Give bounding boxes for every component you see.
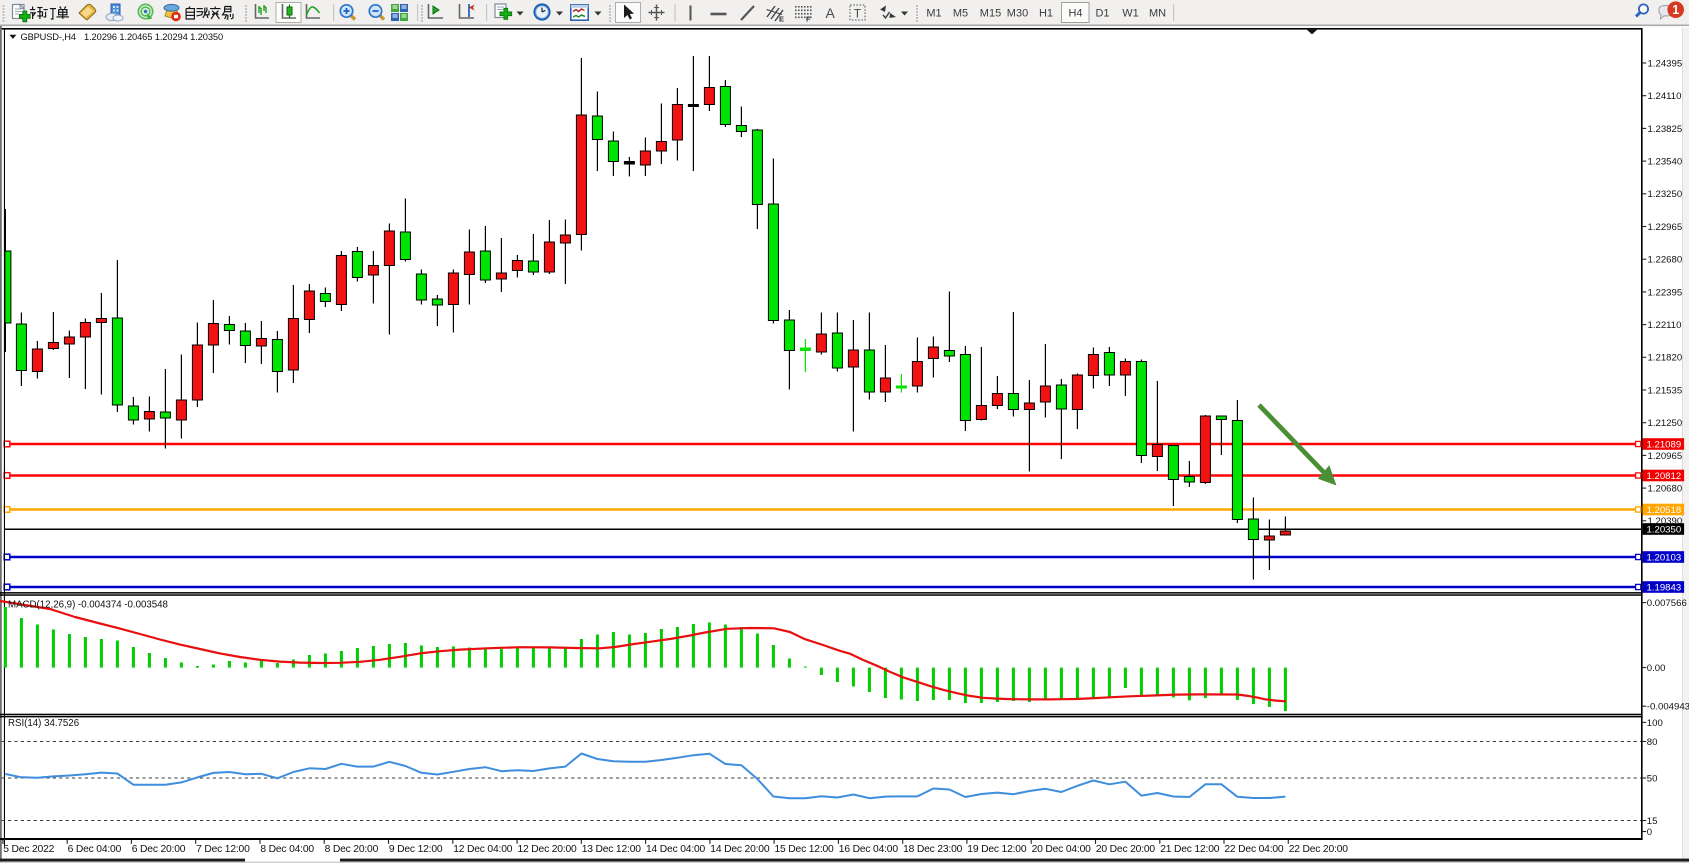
svg-text:1.20296 1.20465 1.20294 1.2035: 1.20296 1.20465 1.20294 1.20350 xyxy=(84,32,223,42)
svg-text:1.20812: 1.20812 xyxy=(1647,471,1682,482)
svg-text:1.21535: 1.21535 xyxy=(1648,385,1683,396)
svg-text:W1: W1 xyxy=(1122,8,1139,20)
svg-text:6 Dec 04:00: 6 Dec 04:00 xyxy=(68,844,122,855)
svg-text:H1: H1 xyxy=(1039,8,1053,20)
svg-text:1.20103: 1.20103 xyxy=(1647,553,1682,564)
svg-text:20 Dec 04:00: 20 Dec 04:00 xyxy=(1032,844,1092,855)
svg-text:1.20680: 1.20680 xyxy=(1648,484,1683,495)
svg-text:F: F xyxy=(806,15,811,24)
svg-text:18 Dec 23:00: 18 Dec 23:00 xyxy=(903,844,963,855)
svg-text:1.23825: 1.23825 xyxy=(1648,124,1683,135)
svg-text:GBPUSD-,H4: GBPUSD-,H4 xyxy=(21,32,76,42)
svg-text:0: 0 xyxy=(1647,827,1652,838)
svg-text:MN: MN xyxy=(1149,8,1166,20)
svg-text:0.007566: 0.007566 xyxy=(1647,598,1687,609)
svg-text:T: T xyxy=(854,6,862,20)
svg-text:20 Dec 20:00: 20 Dec 20:00 xyxy=(1096,844,1156,855)
svg-text:1.24110: 1.24110 xyxy=(1648,91,1682,102)
svg-text:1.22395: 1.22395 xyxy=(1648,287,1683,298)
svg-text:7 Dec 12:00: 7 Dec 12:00 xyxy=(196,844,250,855)
svg-text:E: E xyxy=(779,15,784,24)
svg-text:50: 50 xyxy=(1647,773,1658,784)
svg-text:RSI(14) 34.7526: RSI(14) 34.7526 xyxy=(8,718,79,729)
svg-text:1.21089: 1.21089 xyxy=(1647,440,1682,451)
svg-text:8 Dec 20:00: 8 Dec 20:00 xyxy=(325,844,379,855)
svg-text:12 Dec 04:00: 12 Dec 04:00 xyxy=(453,844,513,855)
svg-text:21 Dec 12:00: 21 Dec 12:00 xyxy=(1160,844,1220,855)
svg-text:D1: D1 xyxy=(1095,8,1109,20)
svg-text:1.22110: 1.22110 xyxy=(1648,320,1682,331)
svg-text:80: 80 xyxy=(1647,737,1658,748)
svg-text:1.22965: 1.22965 xyxy=(1648,222,1683,233)
svg-text:A: A xyxy=(826,5,836,21)
svg-text:6 Dec 20:00: 6 Dec 20:00 xyxy=(132,844,186,855)
svg-text:H4: H4 xyxy=(1068,8,1082,20)
svg-text:15 Dec 12:00: 15 Dec 12:00 xyxy=(775,844,835,855)
svg-text:1.21820: 1.21820 xyxy=(1648,353,1683,364)
svg-text:8 Dec 04:00: 8 Dec 04:00 xyxy=(260,844,314,855)
svg-text:1.20965: 1.20965 xyxy=(1648,451,1683,462)
svg-text:1.23250: 1.23250 xyxy=(1648,189,1683,200)
svg-text:-0.004943: -0.004943 xyxy=(1647,702,1689,713)
svg-text:0.00: 0.00 xyxy=(1647,663,1666,674)
svg-text:14 Dec 04:00: 14 Dec 04:00 xyxy=(646,844,706,855)
svg-text:1.21250: 1.21250 xyxy=(1648,418,1683,429)
svg-text:1.20390: 1.20390 xyxy=(1648,516,1683,527)
svg-text:M30: M30 xyxy=(1007,8,1028,20)
svg-text:5 Dec 2022: 5 Dec 2022 xyxy=(3,844,54,855)
svg-text:MACD(12,26,9) -0.004374 -0.003: MACD(12,26,9) -0.004374 -0.003548 xyxy=(8,600,168,611)
svg-text:M15: M15 xyxy=(980,8,1001,20)
svg-text:22 Dec 04:00: 22 Dec 04:00 xyxy=(1224,844,1284,855)
svg-text:13 Dec 12:00: 13 Dec 12:00 xyxy=(582,844,642,855)
svg-text:15: 15 xyxy=(1647,816,1658,827)
svg-text:22 Dec 20:00: 22 Dec 20:00 xyxy=(1289,844,1349,855)
svg-text:9 Dec 12:00: 9 Dec 12:00 xyxy=(389,844,443,855)
svg-text:14 Dec 20:00: 14 Dec 20:00 xyxy=(710,844,770,855)
svg-text:1: 1 xyxy=(1672,3,1679,17)
svg-text:1.20350: 1.20350 xyxy=(1647,525,1682,536)
svg-text:16 Dec 04:00: 16 Dec 04:00 xyxy=(839,844,899,855)
svg-text:19 Dec 12:00: 19 Dec 12:00 xyxy=(967,844,1027,855)
svg-text:M5: M5 xyxy=(953,8,968,20)
svg-text:1.22680: 1.22680 xyxy=(1648,255,1683,266)
svg-text:12 Dec 20:00: 12 Dec 20:00 xyxy=(518,844,578,855)
svg-text:1.23540: 1.23540 xyxy=(1648,157,1683,168)
svg-text:M1: M1 xyxy=(926,8,941,20)
svg-text:1.20518: 1.20518 xyxy=(1647,505,1682,516)
svg-text:1.24395: 1.24395 xyxy=(1648,58,1683,69)
svg-text:100: 100 xyxy=(1647,718,1663,729)
svg-text:1.19843: 1.19843 xyxy=(1647,583,1682,594)
